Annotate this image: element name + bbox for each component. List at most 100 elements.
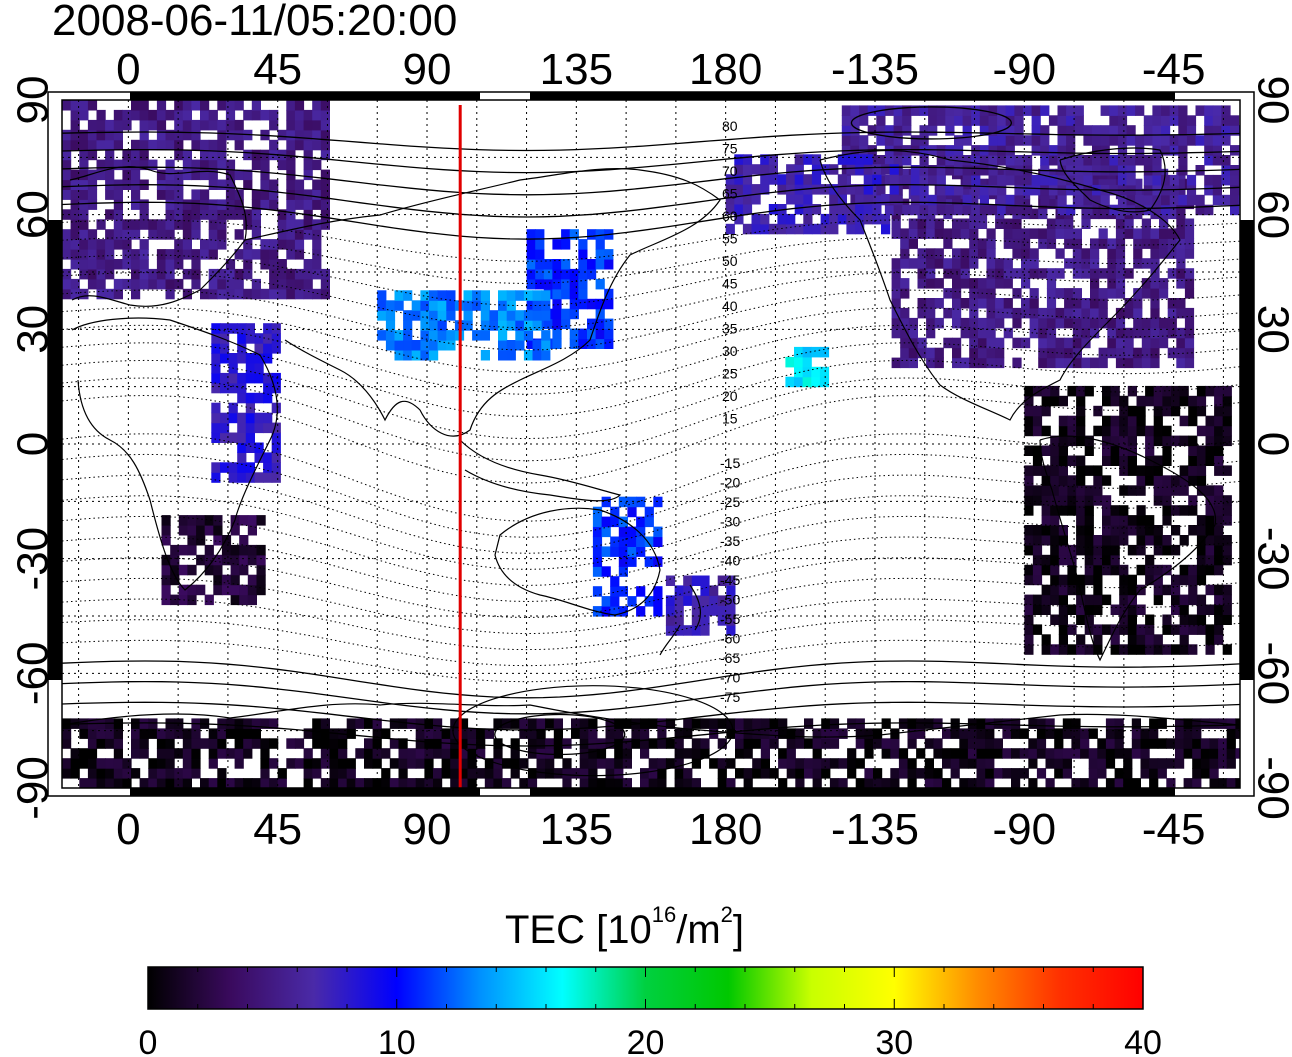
tec-cell [618, 526, 628, 538]
tec-cell [1212, 194, 1222, 206]
tec-cell [200, 139, 210, 151]
tec-cell [614, 718, 624, 729]
tec-cell [945, 115, 955, 126]
tec-cell [571, 768, 581, 779]
tec-cell [1145, 445, 1155, 456]
tec-cell [1230, 125, 1240, 136]
tec-cell [1119, 465, 1129, 476]
tec-cell [561, 318, 571, 330]
tec-cell [532, 320, 542, 331]
tec-cell [191, 219, 201, 230]
tec-cell [1109, 105, 1119, 116]
tec-cell [200, 239, 210, 250]
tec-cell [1072, 327, 1082, 339]
tec-cell [312, 239, 322, 250]
tec-cell [960, 258, 970, 269]
tec-cell [1109, 125, 1119, 136]
tec-cell [131, 100, 141, 111]
tec-cell [260, 109, 270, 121]
tec-cell [1058, 435, 1068, 447]
tec-cell [1102, 624, 1112, 635]
tec-cell [1214, 445, 1224, 456]
tec-cell [498, 350, 508, 361]
tec-cell [251, 159, 261, 171]
tec-cell [1090, 178, 1100, 190]
tec-cell [691, 758, 701, 769]
tec-cell [1028, 778, 1038, 788]
tec-cell [1212, 135, 1222, 146]
tec-cell [1064, 347, 1074, 359]
tec-cell [976, 748, 986, 759]
tec-cell [131, 139, 141, 151]
tec-cell [1024, 385, 1034, 397]
tec-cell [182, 758, 192, 769]
tec-cell [429, 350, 439, 361]
tec-cell [87, 249, 98, 260]
tec-cell [389, 778, 399, 788]
tec-cell [355, 718, 365, 729]
tec-cell [256, 584, 266, 596]
tec-cell [139, 268, 149, 280]
tec-cell [506, 310, 516, 321]
tec-cell [1041, 594, 1051, 606]
tec-cell [1136, 405, 1146, 417]
tec-cell [1005, 155, 1015, 166]
tec-cell [1133, 228, 1143, 239]
tec-cell [437, 310, 447, 321]
tec-cell [777, 204, 787, 215]
tec-cell [131, 109, 141, 121]
tec-cell [411, 300, 421, 311]
coastline-south-america [1039, 435, 1217, 662]
tec-cell [1050, 574, 1060, 586]
tec-cell [1133, 258, 1143, 269]
tec-cell [377, 290, 387, 301]
tec-cell [458, 768, 469, 779]
tec-cell [610, 596, 620, 607]
tec-cell [200, 109, 210, 121]
tec-cell [709, 605, 719, 616]
tec-cell [220, 372, 230, 384]
tec-cell [1136, 634, 1146, 645]
tec-cell [952, 198, 962, 210]
tec-cell [131, 229, 141, 240]
tec-cell [952, 347, 962, 359]
tec-cell [1141, 317, 1151, 329]
tec-cell [1186, 174, 1197, 186]
tec-cell [1014, 135, 1024, 146]
tec-cell [1023, 105, 1033, 116]
tec-cell [1066, 165, 1076, 176]
tec-cell [614, 728, 624, 739]
tec-cell [1032, 525, 1043, 536]
tec-cell [389, 758, 399, 769]
tec-cell [1176, 228, 1186, 239]
tec-cell [225, 718, 236, 729]
tec-cell [489, 320, 499, 331]
tec-cell [1071, 738, 1081, 749]
lon-label-bottom: -135 [831, 805, 919, 854]
tec-cell [1032, 574, 1043, 586]
tec-cell [541, 340, 551, 351]
tec-cell [1058, 425, 1068, 437]
tec-cell [294, 219, 305, 230]
tec-cell [735, 768, 745, 779]
tec-cell [217, 738, 227, 749]
tec-cell [578, 239, 588, 250]
tec-cell [526, 338, 536, 349]
tec-cell [131, 268, 141, 280]
tec-cell [165, 129, 175, 141]
tec-cell [1062, 768, 1072, 779]
tec-cell [1140, 748, 1150, 759]
tec-cell [79, 100, 89, 111]
tec-cell [552, 308, 562, 320]
tec-cell [1119, 584, 1129, 596]
tec-cell [1092, 165, 1102, 176]
tec-cell [1115, 337, 1126, 349]
tec-cell [1002, 718, 1012, 729]
tec-cell [1186, 115, 1197, 126]
tec-cell [303, 758, 313, 769]
tec-cell [1067, 475, 1077, 486]
tec-cell [1171, 505, 1181, 516]
tec-cell [997, 174, 1007, 186]
tec-cell [79, 189, 89, 200]
tec-cell [569, 338, 579, 349]
